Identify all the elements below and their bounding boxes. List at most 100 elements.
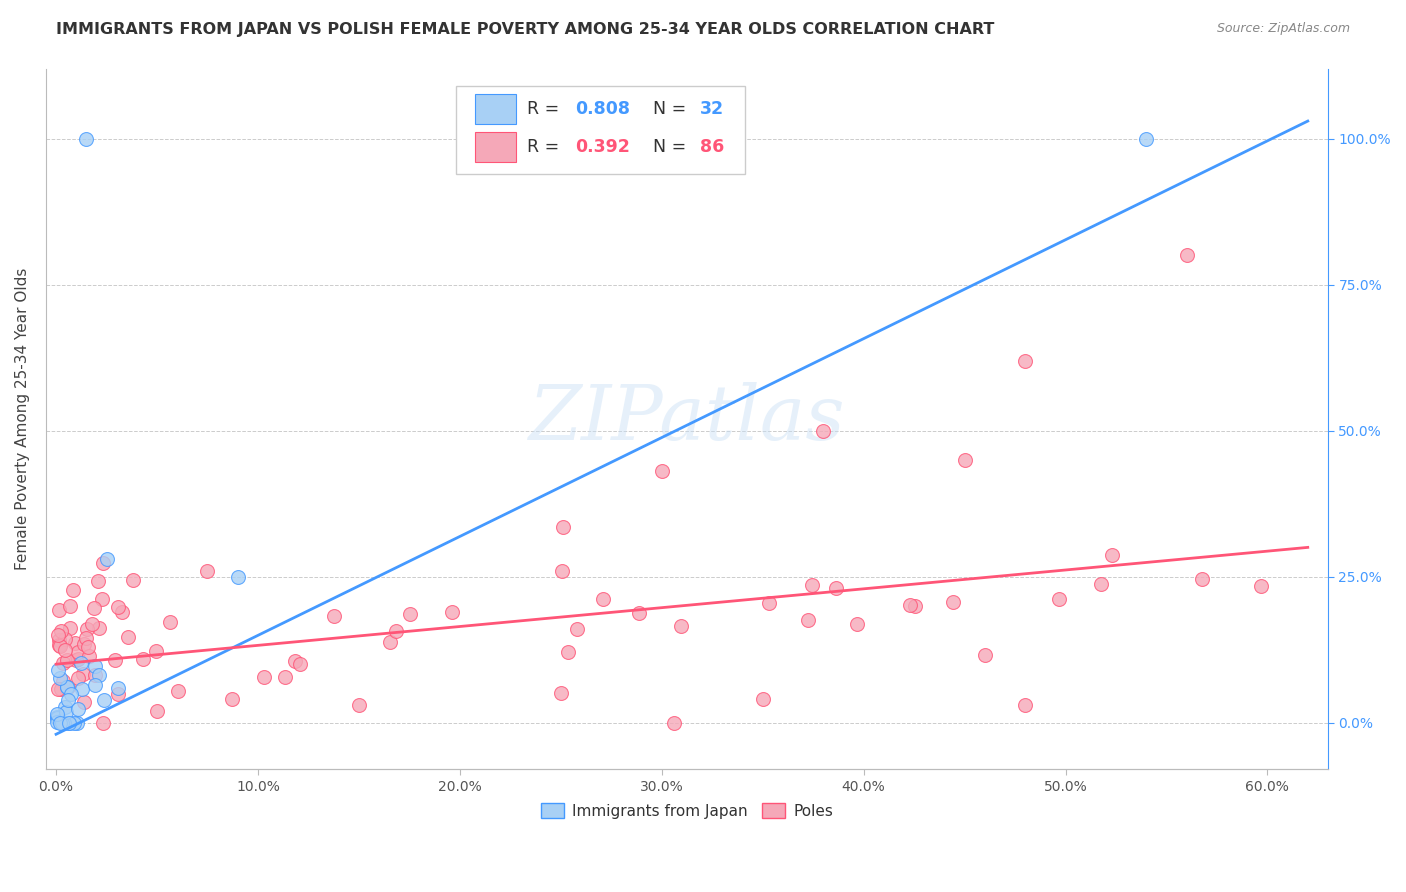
Point bbox=[52, 673, 75, 688]
Point bbox=[96, 552, 118, 566]
Point bbox=[63, 715, 86, 730]
Point bbox=[898, 599, 921, 613]
Text: N =: N = bbox=[643, 100, 692, 118]
Point bbox=[76, 640, 98, 654]
Point bbox=[90, 592, 112, 607]
Text: N =: N = bbox=[643, 138, 692, 156]
Point bbox=[66, 645, 89, 659]
Point bbox=[592, 591, 614, 606]
Point bbox=[59, 599, 82, 614]
Point bbox=[89, 622, 111, 636]
Point bbox=[49, 714, 72, 729]
Point bbox=[274, 670, 297, 684]
Point bbox=[104, 653, 127, 667]
Point bbox=[77, 649, 100, 664]
Point bbox=[1014, 353, 1036, 368]
Text: 86: 86 bbox=[700, 138, 724, 156]
Point bbox=[48, 602, 70, 616]
Point bbox=[1090, 577, 1112, 591]
Point bbox=[48, 664, 70, 678]
Point bbox=[69, 657, 91, 671]
Point bbox=[72, 636, 94, 650]
Point bbox=[59, 687, 82, 701]
Point bbox=[46, 714, 69, 729]
Point bbox=[107, 681, 129, 695]
Point bbox=[111, 606, 134, 620]
Point bbox=[52, 656, 75, 670]
Point bbox=[146, 704, 169, 718]
Point bbox=[49, 681, 72, 696]
Point bbox=[46, 628, 69, 642]
Text: 0.808: 0.808 bbox=[575, 100, 630, 118]
Point bbox=[751, 692, 773, 706]
Point bbox=[91, 715, 114, 730]
Point bbox=[107, 687, 129, 701]
Point bbox=[166, 683, 188, 698]
Point bbox=[84, 668, 107, 682]
Point bbox=[973, 648, 995, 663]
Point bbox=[1135, 131, 1157, 145]
Point bbox=[65, 653, 87, 667]
Point bbox=[63, 636, 86, 650]
Point bbox=[83, 601, 105, 615]
FancyBboxPatch shape bbox=[475, 132, 516, 161]
Point bbox=[58, 715, 80, 730]
Point bbox=[399, 607, 422, 622]
Point bbox=[80, 616, 103, 631]
FancyBboxPatch shape bbox=[475, 95, 516, 124]
Point bbox=[825, 581, 848, 595]
Point bbox=[1191, 572, 1213, 586]
Point bbox=[904, 599, 927, 614]
Point bbox=[56, 680, 79, 694]
Point bbox=[58, 715, 80, 730]
Point bbox=[87, 574, 110, 589]
Point bbox=[1014, 698, 1036, 712]
Text: ZIPatlas: ZIPatlas bbox=[529, 382, 845, 456]
Point bbox=[121, 573, 143, 587]
Point bbox=[253, 670, 276, 684]
Point bbox=[195, 564, 218, 578]
Point bbox=[46, 710, 69, 724]
Point bbox=[72, 681, 94, 696]
Legend: Immigrants from Japan, Poles: Immigrants from Japan, Poles bbox=[534, 797, 839, 825]
Point bbox=[385, 624, 408, 639]
Point bbox=[145, 644, 167, 658]
Point bbox=[53, 632, 76, 647]
Point bbox=[801, 578, 824, 592]
Point bbox=[48, 638, 70, 652]
Point bbox=[62, 583, 84, 598]
Point bbox=[941, 595, 963, 609]
Text: IMMIGRANTS FROM JAPAN VS POLISH FEMALE POVERTY AMONG 25-34 YEAR OLDS CORRELATION: IMMIGRANTS FROM JAPAN VS POLISH FEMALE P… bbox=[56, 22, 994, 37]
Point bbox=[46, 682, 69, 697]
Point bbox=[48, 633, 70, 648]
Point bbox=[76, 622, 98, 636]
Point bbox=[226, 569, 249, 583]
Point bbox=[284, 654, 307, 668]
Point bbox=[83, 678, 105, 692]
Point bbox=[551, 519, 574, 533]
Point bbox=[1175, 248, 1198, 262]
Point bbox=[221, 692, 243, 706]
Point bbox=[797, 613, 820, 627]
Point bbox=[159, 615, 181, 629]
Point bbox=[565, 622, 588, 636]
Text: 32: 32 bbox=[700, 100, 724, 118]
Point bbox=[93, 693, 115, 707]
Point bbox=[557, 644, 579, 658]
Point bbox=[56, 693, 79, 707]
Point bbox=[1047, 592, 1070, 607]
Point bbox=[440, 605, 463, 619]
Point bbox=[845, 617, 868, 632]
Point bbox=[551, 564, 574, 578]
Text: R =: R = bbox=[527, 100, 564, 118]
Point bbox=[51, 715, 73, 730]
Point bbox=[671, 619, 693, 633]
Point bbox=[49, 715, 72, 730]
Point bbox=[56, 680, 79, 694]
Point bbox=[49, 671, 72, 685]
Point bbox=[758, 596, 780, 610]
Point bbox=[67, 671, 90, 685]
Point bbox=[52, 715, 75, 730]
Point bbox=[323, 608, 346, 623]
Point bbox=[59, 621, 82, 635]
